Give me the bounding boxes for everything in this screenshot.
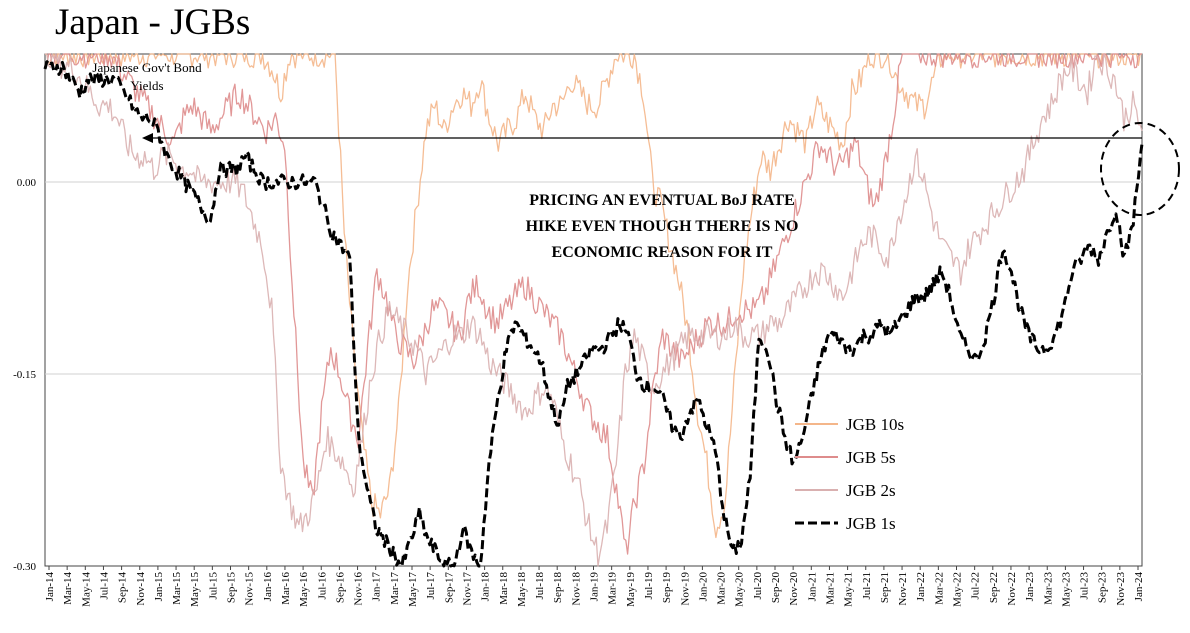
x-tick-label: Nov-14 bbox=[135, 572, 147, 606]
x-tick-label: Nov-22 bbox=[1006, 572, 1018, 606]
x-tick-label: Mar-19 bbox=[607, 572, 619, 605]
x-tick-label: Jul-20 bbox=[752, 572, 764, 600]
x-tick-label: Mar-23 bbox=[1042, 572, 1054, 605]
legend-label: JGB 2s bbox=[846, 481, 896, 500]
x-tick-label: Jul-19 bbox=[643, 572, 655, 600]
x-tick-label: Sep-22 bbox=[988, 572, 1000, 603]
y-axis: 0.00 -0.15 -0.30 bbox=[13, 177, 36, 573]
x-tick-label: Jul-18 bbox=[534, 572, 546, 600]
annotation-line: ECONOMIC REASON FOR IT bbox=[552, 244, 773, 261]
x-tick-label: Sep-18 bbox=[552, 572, 564, 604]
legend-label: JGB 5s bbox=[846, 448, 896, 467]
y-tick-label: -0.30 bbox=[13, 561, 36, 573]
x-tick-label: Nov-16 bbox=[353, 572, 365, 606]
x-tick-label: May-15 bbox=[189, 572, 201, 607]
x-tick-label: May-19 bbox=[625, 572, 637, 607]
x-tick-label: Mar-15 bbox=[171, 572, 183, 605]
x-tick-label: Jul-17 bbox=[425, 572, 437, 600]
x-tick-label: Jan-20 bbox=[697, 572, 709, 602]
series-lines bbox=[43, 53, 1144, 568]
legend-label: JGB 1s bbox=[846, 514, 896, 533]
x-tick-label: May-23 bbox=[1060, 572, 1072, 607]
series-line-jgb-5s bbox=[44, 53, 1142, 555]
x-tick-label: Mar-18 bbox=[498, 572, 510, 605]
y-tick-label: 0.00 bbox=[17, 177, 37, 189]
x-tick-label: Nov-19 bbox=[679, 572, 691, 606]
x-tick-label: Sep-23 bbox=[1097, 572, 1109, 604]
chart-subtitle-line2: Yields bbox=[130, 78, 163, 93]
x-tick-label: Jan-16 bbox=[262, 572, 274, 602]
x-tick-label: Nov-20 bbox=[788, 572, 800, 606]
x-tick-label: Jul-22 bbox=[970, 572, 982, 600]
x-tick-label: Jul-15 bbox=[207, 572, 219, 600]
x-tick-label: May-22 bbox=[952, 572, 964, 607]
x-tick-label: Mar-20 bbox=[716, 572, 728, 605]
x-tick-label: May-17 bbox=[407, 572, 419, 607]
x-tick-label: Jul-21 bbox=[861, 572, 873, 600]
x-tick-label: May-14 bbox=[80, 572, 92, 607]
x-tick-label: Mar-17 bbox=[389, 572, 401, 605]
y-tick-label: -0.15 bbox=[13, 369, 36, 381]
annotation-line: HIKE EVEN THOUGH THERE IS NO bbox=[526, 218, 799, 235]
gridlines bbox=[45, 181, 1142, 375]
x-tick-label: May-20 bbox=[734, 572, 746, 607]
x-tick-label: Nov-17 bbox=[461, 572, 473, 606]
x-tick-label: May-21 bbox=[843, 572, 855, 607]
annotation-text: PRICING AN EVENTUAL BoJ RATE HIKE EVEN TH… bbox=[526, 192, 799, 261]
x-tick-label: Jan-23 bbox=[1024, 572, 1036, 602]
x-tick-label: Jan-18 bbox=[480, 572, 492, 602]
legend-label: JGB 10s bbox=[846, 415, 904, 434]
x-tick-label: Nov-15 bbox=[244, 572, 256, 606]
x-tick-label: May-16 bbox=[298, 572, 310, 607]
x-tick-label: Mar-22 bbox=[933, 572, 945, 605]
legend: JGB 10s JGB 5s JGB 2s JGB 1s bbox=[795, 415, 904, 533]
x-tick-label: Mar-21 bbox=[824, 572, 836, 605]
page-title: Japan - JGBs bbox=[55, 2, 251, 43]
x-tick-label: Jul-16 bbox=[316, 572, 328, 600]
x-tick-label: Sep-15 bbox=[226, 572, 238, 604]
x-tick-label: Jan-22 bbox=[915, 572, 927, 601]
series-line-jgb-1s bbox=[43, 58, 1144, 568]
chart-subtitle-line1: Japanese Gov't Bond bbox=[92, 60, 202, 75]
x-tick-label: Nov-18 bbox=[570, 572, 582, 606]
x-tick-label: Sep-16 bbox=[334, 572, 346, 604]
x-tick-label: Jan-24 bbox=[1133, 572, 1145, 602]
series-line-jgb-2s bbox=[45, 53, 1143, 567]
highlight-circle bbox=[1100, 122, 1180, 216]
x-tick-label: Nov-23 bbox=[1115, 572, 1127, 606]
x-tick-label: Jan-19 bbox=[589, 572, 601, 602]
x-tick-label: Sep-19 bbox=[661, 572, 673, 604]
x-tick-label: Jan-21 bbox=[806, 572, 818, 601]
x-tick-label: May-18 bbox=[516, 572, 528, 607]
x-tick-label: Mar-14 bbox=[62, 572, 74, 605]
arrow-head-icon bbox=[142, 133, 153, 143]
x-tick-label: Jan-14 bbox=[44, 572, 56, 602]
annotation-line: PRICING AN EVENTUAL BoJ RATE bbox=[529, 192, 795, 209]
x-tick-label: Sep-17 bbox=[443, 572, 455, 604]
x-tick-label: Sep-20 bbox=[770, 572, 782, 604]
x-axis: Jan-14 Mar-14 May-14 Jul-14 Sep-14 Nov-14 Jan-… bbox=[44, 566, 1145, 607]
x-tick-label: Sep-14 bbox=[117, 572, 129, 604]
x-tick-label: Jul-23 bbox=[1079, 572, 1091, 600]
x-tick-label: Jul-14 bbox=[98, 572, 110, 600]
x-tick-label: Nov-21 bbox=[897, 572, 909, 606]
plot-area bbox=[44, 53, 1143, 567]
x-tick-label: Jan-17 bbox=[371, 572, 383, 602]
x-tick-label: Jan-15 bbox=[153, 572, 165, 602]
x-tick-label: Mar-16 bbox=[280, 572, 292, 605]
x-tick-label: Sep-21 bbox=[879, 572, 891, 603]
